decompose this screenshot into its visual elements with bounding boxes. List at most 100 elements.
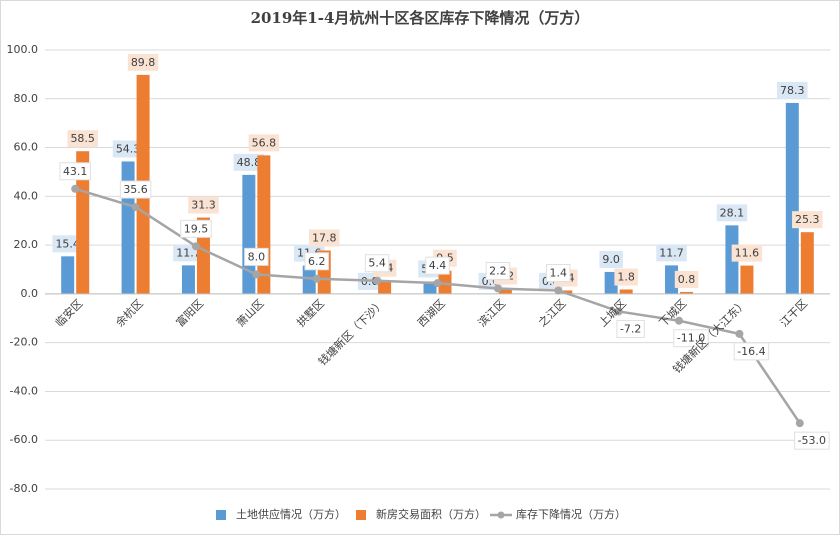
value-label-bg <box>127 53 159 71</box>
y-tick-label: 60.0 <box>14 141 39 154</box>
bar <box>61 256 75 294</box>
value-label-bg <box>119 180 152 199</box>
value-label-bg <box>731 244 763 262</box>
line-marker <box>131 203 140 212</box>
bar-value-label: 17.8 <box>312 231 337 244</box>
line-value-label: -16.4 <box>737 345 765 358</box>
value-label-bg <box>716 204 748 222</box>
bar <box>740 265 754 294</box>
value-label-bg <box>792 211 823 229</box>
line-marker <box>433 279 442 288</box>
bar-value-label: 48.8 <box>237 156 262 169</box>
bar-value-label: 28.1 <box>720 206 745 219</box>
y-tick-label: 40.0 <box>14 189 39 202</box>
line-value-label: 5.4 <box>368 257 386 270</box>
bar-value-label: 0.8 <box>678 273 696 286</box>
value-label-bg <box>248 134 280 152</box>
bar-value-label: 58.5 <box>70 132 95 145</box>
y-tick-label: -80.0 <box>10 482 38 495</box>
y-tick-label: -20.0 <box>10 336 38 349</box>
line-value-label: 6.2 <box>308 255 326 268</box>
bar-value-label: 89.8 <box>131 56 156 69</box>
legend-label: 土地供应情况（万方） <box>236 507 346 521</box>
legend-swatch <box>216 510 226 520</box>
bar-value-label: 31.3 <box>191 199 216 212</box>
line-value-label: 8.0 <box>248 250 266 263</box>
value-label-bg <box>244 247 269 266</box>
bar <box>619 289 633 294</box>
value-label-bg <box>425 256 450 275</box>
bar <box>181 265 195 294</box>
line-value-label: 43.1 <box>63 165 88 178</box>
line-marker <box>675 316 684 325</box>
bar-value-label: 11.6 <box>735 247 760 260</box>
value-label-bg <box>614 268 638 286</box>
value-label-bg <box>67 130 98 148</box>
bar <box>498 288 512 294</box>
value-label-bg <box>112 140 144 158</box>
value-label-bg <box>794 431 830 450</box>
value-label-bg <box>673 329 709 348</box>
line-marker <box>71 184 80 193</box>
line-value-label: -53.0 <box>798 434 826 447</box>
y-tick-label: 0.0 <box>21 287 39 300</box>
legend-swatch-marker <box>497 511 505 519</box>
value-label-bg <box>599 250 623 268</box>
bar <box>302 265 316 294</box>
bar-value-label: 78.3 <box>780 84 805 97</box>
line-marker <box>493 284 502 293</box>
bar-value-label: 15.4 <box>55 237 80 250</box>
chart-title: 2019年1-4月杭州十区各区库存下降情况（万方） <box>251 9 590 27</box>
bar <box>785 102 799 294</box>
line-marker <box>312 274 321 283</box>
value-label-bg <box>59 162 91 181</box>
bar-value-label: 1.8 <box>617 270 635 283</box>
bar-value-label: 56.8 <box>252 136 277 149</box>
line-marker <box>554 286 563 295</box>
y-tick-label: -60.0 <box>10 433 38 446</box>
line-marker <box>252 270 261 279</box>
bar-value-label: 11.7 <box>659 246 684 259</box>
value-label-bg <box>733 342 770 361</box>
value-label-bg <box>52 235 83 253</box>
bar <box>423 281 437 294</box>
line-value-label: -7.2 <box>620 322 641 335</box>
value-label-bg <box>304 252 329 271</box>
y-tick-label: 80.0 <box>14 92 39 105</box>
value-label-bg <box>656 244 687 262</box>
bar <box>800 232 814 294</box>
value-label-bg <box>233 153 265 171</box>
y-tick-label: 100.0 <box>7 43 39 56</box>
line-value-label: 35.6 <box>123 183 148 196</box>
bar <box>378 280 392 294</box>
legend-swatch <box>356 510 366 520</box>
line-marker <box>191 242 200 251</box>
value-label-bg <box>485 262 511 281</box>
bar <box>438 270 452 294</box>
line-value-label: -11.0 <box>677 332 705 345</box>
bar-value-label: 25.3 <box>795 213 820 226</box>
bar <box>76 151 90 294</box>
bar-value-label: 54.3 <box>116 142 141 155</box>
line-value-label: 19.5 <box>184 222 209 235</box>
line-value-label: 4.4 <box>429 259 447 272</box>
value-label-bg <box>777 81 808 99</box>
y-tick-label: 20.0 <box>14 238 39 251</box>
bar <box>680 291 694 294</box>
line-value-label: 2.2 <box>489 265 507 278</box>
value-label-bg <box>180 219 212 238</box>
value-label-bg <box>546 263 571 282</box>
y-tick-label: -40.0 <box>10 384 38 397</box>
line-marker <box>735 329 744 338</box>
line-marker <box>614 307 623 316</box>
value-label-bg <box>308 229 340 247</box>
value-label-bg <box>188 196 219 214</box>
bar-value-label: 9.0 <box>602 253 620 266</box>
legend-label: 新房交易面积（万方） <box>376 507 486 521</box>
legend-label: 库存下降情况（万方） <box>516 507 626 521</box>
value-label-bg <box>616 319 645 338</box>
value-label-bg <box>674 270 699 288</box>
line-marker <box>373 276 382 285</box>
line-value-label: 1.4 <box>550 266 568 279</box>
